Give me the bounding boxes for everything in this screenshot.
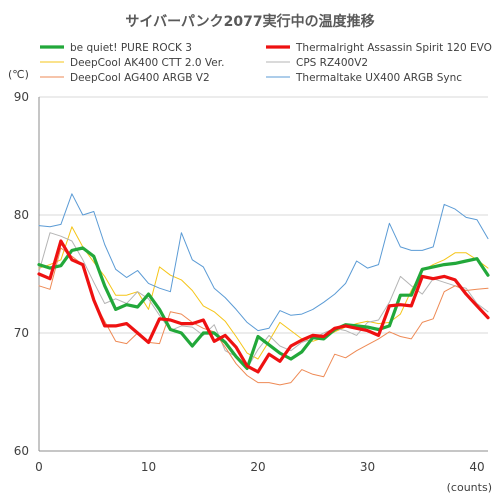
x-tick-label-30: 30 — [360, 460, 375, 474]
legend-label-thermaltake-ux400-argb-sync: Thermaltake UX400 ARGB Sync — [295, 72, 462, 84]
legend-label-thermalright-assassin-spirit-120-evo: Thermalright Assassin Spirit 120 EVO — [295, 42, 492, 54]
y-tick-label-70: 70 — [14, 326, 29, 340]
x-tick-label-20: 20 — [250, 460, 265, 474]
y-axis-unit-label: (℃) — [8, 68, 29, 81]
x-axis-ticks: 0 10 20 30 40 — [35, 460, 485, 474]
series-line-be-quiet-pure-rock-3 — [37, 246, 490, 370]
y-tick-label-80: 80 — [14, 208, 29, 222]
series-line-thermaltake-ux400-argb-sync — [38, 193, 489, 332]
series-line-cps-rz400v2 — [38, 232, 489, 369]
legend-label-deepcool-ag400-argb-v2: DeepCool AG400 ARGB V2 — [70, 72, 210, 84]
y-axis-ticks: 60 70 80 90 — [14, 90, 29, 458]
legend-label-deepcool-ak400-ctt-2-0-ver: DeepCool AK400 CTT 2.0 Ver. — [70, 57, 224, 69]
y-tick-label-60: 60 — [14, 444, 29, 458]
x-tick-label-10: 10 — [141, 460, 156, 474]
x-tick-label-0: 0 — [35, 460, 43, 474]
x-axis-unit-label: (counts) — [447, 481, 492, 494]
series-line-deepcool-ag400-argb-v2 — [38, 247, 489, 386]
chart-title: サイバーパンク2077実行中の温度推移 — [125, 13, 374, 30]
x-tick-label-40: 40 — [469, 460, 484, 474]
grid-lines — [39, 96, 488, 334]
series-lines — [37, 193, 490, 386]
series-line-thermalright-assassin-spirit-120-evo — [37, 239, 490, 374]
chart-legend: be quiet! PURE ROCK 3 Thermalright Assass… — [40, 42, 492, 84]
legend-label-be-quiet-pure-rock-3: be quiet! PURE ROCK 3 — [70, 42, 192, 54]
legend-label-cps-rz400v2: CPS RZ400V2 — [296, 57, 368, 69]
y-tick-label-90: 90 — [14, 90, 29, 104]
